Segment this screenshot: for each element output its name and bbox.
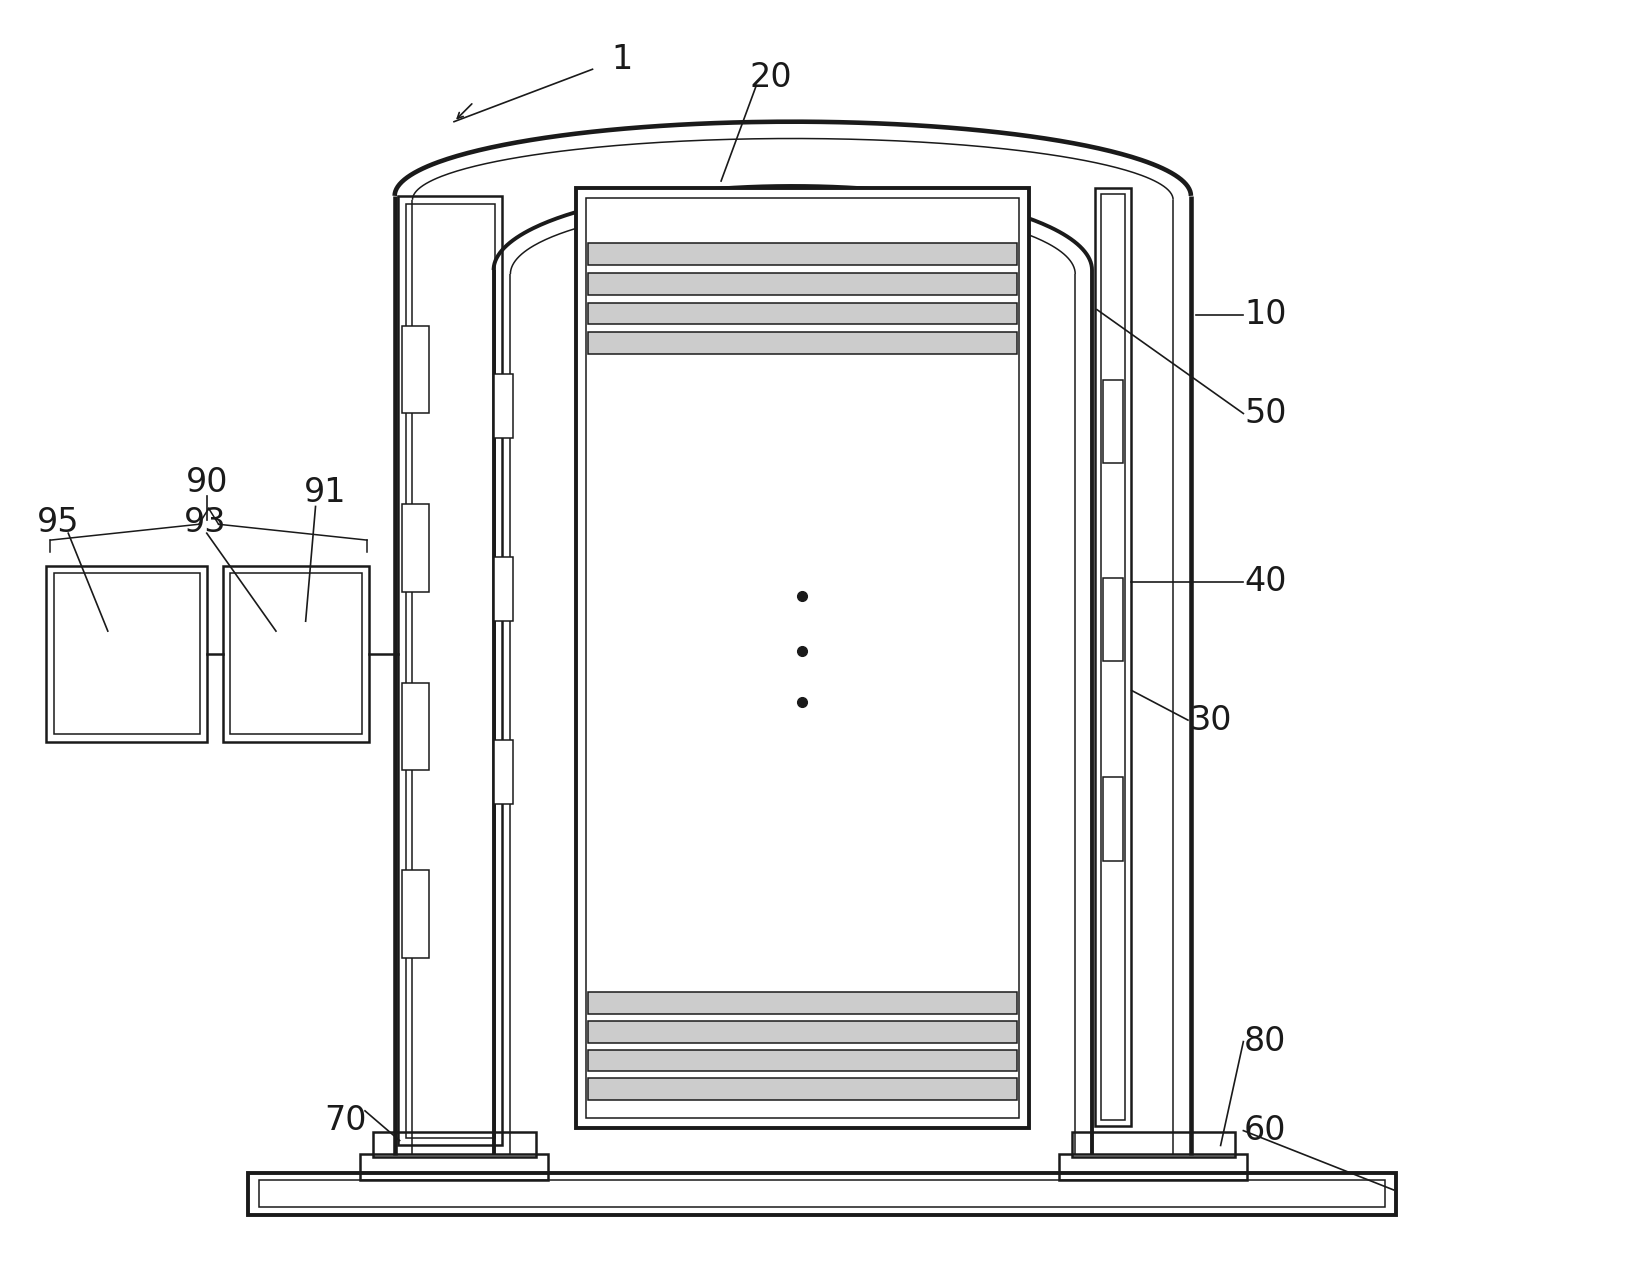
Bar: [46, 566, 207, 742]
Bar: [587, 243, 1017, 265]
Text: 20: 20: [750, 60, 793, 94]
Bar: [1103, 380, 1122, 462]
Bar: [259, 1180, 1385, 1207]
Text: 10: 10: [1244, 298, 1287, 330]
Bar: [494, 740, 514, 804]
Text: 80: 80: [1244, 1025, 1287, 1058]
Bar: [494, 374, 514, 438]
Bar: [402, 505, 430, 592]
Text: 91: 91: [304, 477, 346, 509]
Bar: [587, 1021, 1017, 1043]
Bar: [587, 302, 1017, 324]
Bar: [1060, 1154, 1247, 1180]
Text: 1: 1: [612, 42, 633, 76]
Text: 90: 90: [185, 466, 228, 500]
Bar: [586, 197, 1019, 1118]
Bar: [54, 573, 200, 734]
Bar: [397, 196, 502, 1145]
Text: 30: 30: [1190, 703, 1232, 737]
Bar: [587, 1079, 1017, 1100]
Text: 95: 95: [38, 506, 80, 539]
Text: 60: 60: [1244, 1114, 1287, 1146]
Bar: [587, 273, 1017, 295]
Bar: [587, 1049, 1017, 1071]
Text: 40: 40: [1244, 565, 1287, 598]
Bar: [373, 1131, 537, 1157]
Bar: [1101, 193, 1124, 1120]
Bar: [359, 1154, 548, 1180]
Bar: [405, 204, 494, 1138]
Bar: [587, 993, 1017, 1013]
Text: 70: 70: [323, 1104, 366, 1138]
Bar: [587, 332, 1017, 354]
Bar: [1095, 188, 1131, 1126]
Bar: [402, 683, 430, 770]
Bar: [1103, 578, 1122, 661]
Bar: [402, 871, 430, 957]
Bar: [230, 573, 363, 734]
Bar: [494, 557, 514, 621]
Bar: [402, 327, 430, 414]
Bar: [1103, 778, 1122, 861]
Bar: [1072, 1131, 1236, 1157]
Bar: [248, 1173, 1396, 1214]
Bar: [223, 566, 369, 742]
Bar: [576, 188, 1029, 1127]
Text: 50: 50: [1244, 397, 1287, 430]
Text: 93: 93: [184, 506, 226, 539]
